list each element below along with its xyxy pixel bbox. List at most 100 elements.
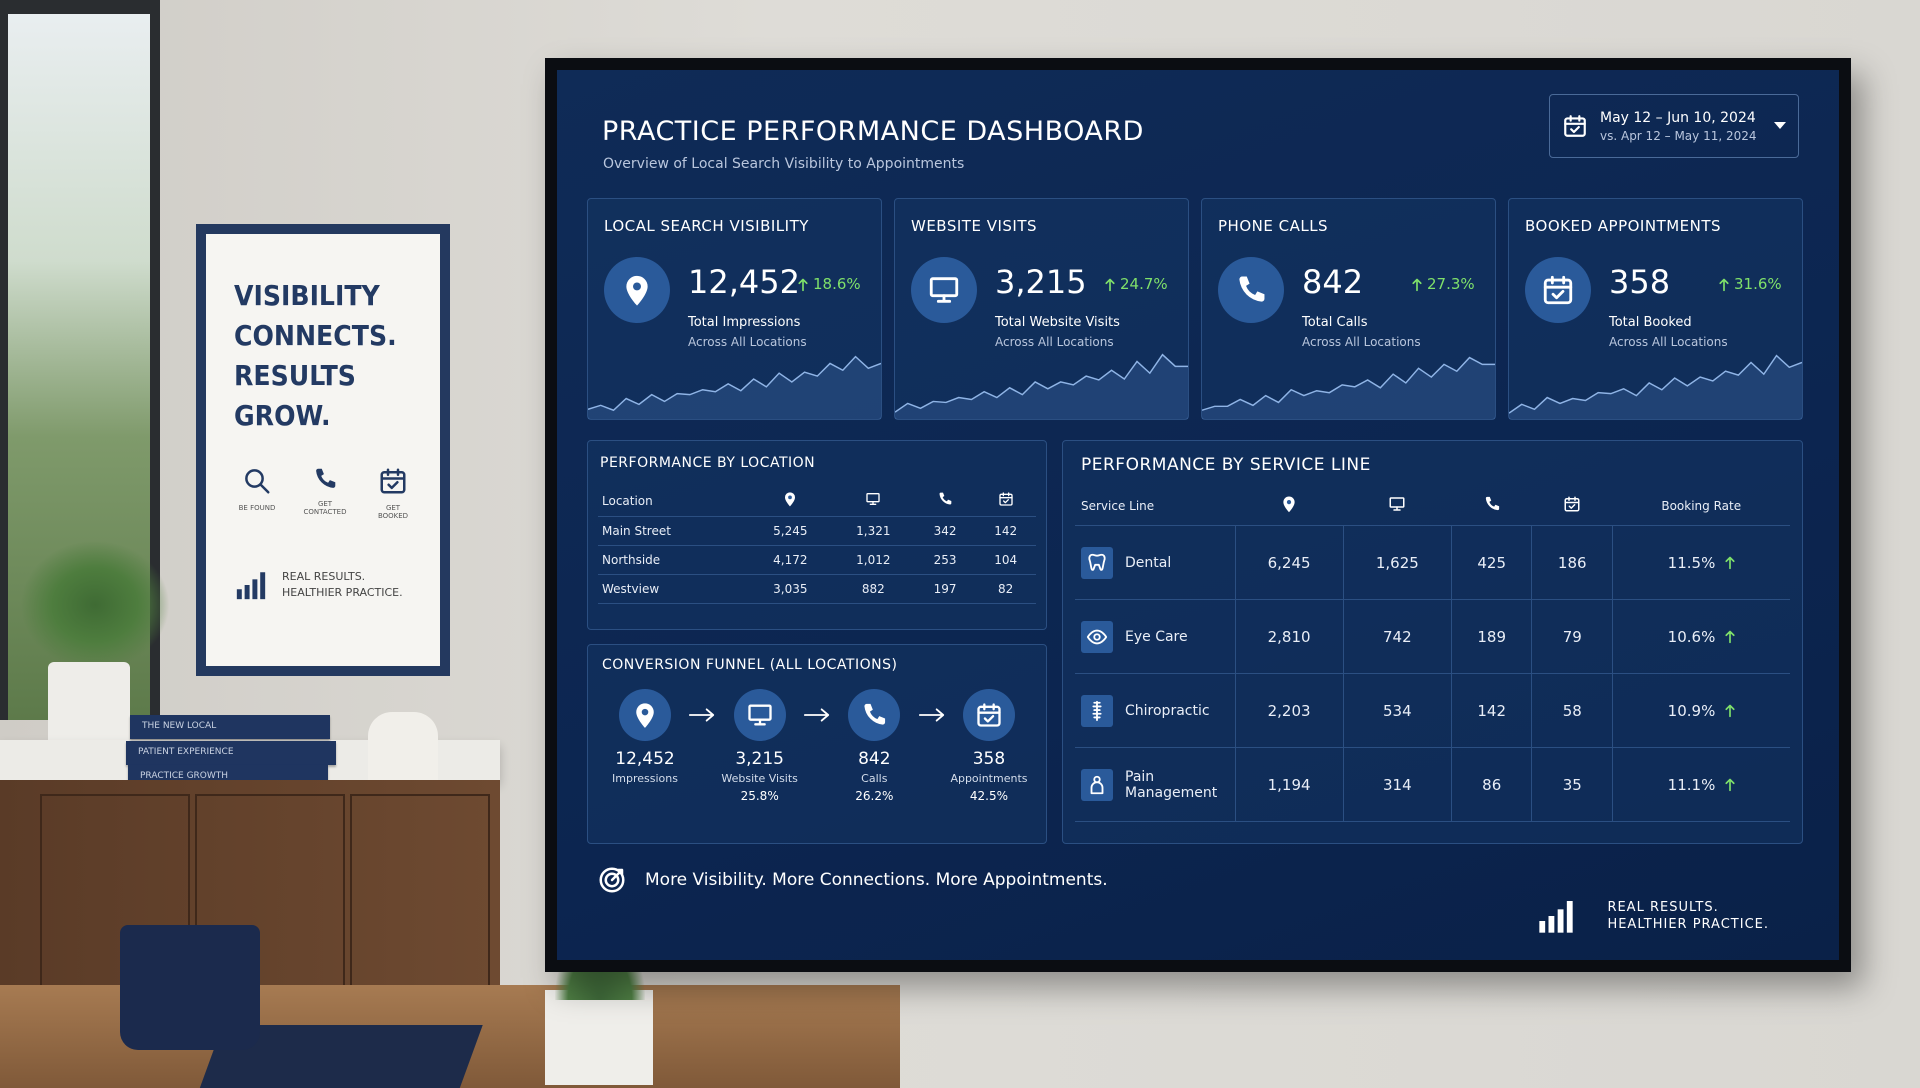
kpi-card: WEBSITE VISITS 3,215 24.7% Total Website Vi… [894,198,1189,420]
icon [1086,700,1108,722]
service-cell: Dental [1075,525,1236,600]
kpi-change: 18.6% [798,275,861,293]
icon [631,701,659,729]
date-range-picker[interactable]: May 12 – Jun 10, 2024 vs. Apr 12 – May 1… [1549,94,1799,158]
table-cell: 58 [1531,673,1613,748]
icon-shape [636,703,654,728]
funnel-value: 12,452 [615,749,675,769]
dashboard-subtitle: Overview of Local Search Visibility to A… [603,156,965,172]
table-header-icon [748,485,832,517]
book: PATIENT EXPERIENCE [126,741,336,765]
table-cell: 186 [1531,525,1613,600]
poster-inner: VISIBILITY CONNECTS. RESULTS GROW. BE FO… [206,234,440,666]
service-icon [1081,768,1113,801]
table-cell: 82 [975,574,1036,604]
icon-shape [805,709,828,720]
table-row: Main Street 5,245 1,321 342 142 [598,516,1036,546]
panel-title: PERFORMANCE BY SERVICE LINE [1081,455,1371,475]
booking-rate-cell: 11.5% [1612,525,1790,600]
table-row: Eye Care 2,810 742 189 79 10.6% [1075,599,1790,674]
kpi-icon [911,257,977,323]
sparkline [1202,356,1495,419]
booking-rate-value: 10.6% [1667,627,1716,646]
service-name: Eye Care [1125,628,1188,645]
table-header-row: Location [598,485,1036,517]
brand-line: REAL RESULTS. [1607,900,1719,915]
poster-icon: GET CONTACTED [302,466,348,520]
booking-rate: 11.1% [1619,776,1784,794]
sparkline-area [895,354,1188,419]
icon-shape [1727,632,1735,643]
kpi-change-value: 31.6% [1734,275,1782,293]
funnel-step: 842 Calls 26.2% [831,689,917,803]
table-cell: 6,245 [1235,525,1344,600]
tv: PRACTICE PERFORMANCE DASHBOARD Overview … [545,58,1851,972]
table-cell: 1,012 [831,545,915,575]
funnel-label: Appointments [950,772,1028,785]
funnel-icon [848,689,901,741]
kpi-icon [1218,257,1284,323]
icon-shape [690,709,713,720]
booking-rate: 10.6% [1619,628,1784,646]
icon-shape [799,279,807,290]
table-cell: 314 [1343,747,1452,822]
booking-rate-cell: 11.1% [1612,747,1790,822]
kpi-value: 3,215 [995,263,1087,301]
table-cell: 104 [975,545,1036,575]
icon-shape [1727,780,1735,791]
icon-shape [1565,497,1579,511]
table-cell: 35 [1531,747,1613,822]
poster-icon-label: GET BOOKED [377,504,409,520]
kpi-sublabel: Across All Locations [1609,335,1728,349]
kpi-label: Total Calls [1302,315,1368,330]
booking-rate-value: 11.1% [1667,775,1716,794]
funnel-label: Website Visits [721,772,798,785]
table-header-icon [1531,487,1613,526]
poster-icon-label: BE FOUND [238,504,276,512]
table-cell: 882 [831,574,915,604]
brand-line: HEALTHIER PRACTICE. [1607,917,1769,932]
icon-shape [867,494,879,505]
icon-shape [785,492,795,506]
footer: More Visibility. More Connections. More … [597,865,1108,895]
table-cell: 742 [1343,599,1452,674]
table-row: Chiropractic 2,203 534 142 58 10.9% [1075,673,1790,748]
icon [1719,277,1729,292]
dropdown-caret [1774,122,1786,129]
sparkline-line [588,355,881,412]
kpi-label: Total Website Visits [995,315,1120,330]
table-header-icon [1343,487,1452,526]
kpi-value: 842 [1302,263,1364,301]
table-cell: 3,035 [748,574,832,604]
booking-rate-cell: 10.6% [1612,599,1790,674]
table-cell: 79 [1531,599,1613,674]
funnel-step: 12,452 Impressions [602,689,688,785]
booking-rate: 10.9% [1619,702,1784,720]
booking-rate-value: 10.9% [1667,701,1716,720]
funnel-label: Impressions [612,772,678,785]
panel-title: PERFORMANCE BY LOCATION [600,455,816,471]
plant-leaves [20,540,170,670]
service-name: Dental [1125,554,1172,571]
icon [242,466,272,496]
table-cell: 342 [914,516,976,546]
table-cell: 2,810 [1235,599,1344,674]
sparkline-area [1202,357,1495,419]
table-header-icon [1451,487,1532,526]
booking-rate: 11.5% [1619,554,1784,572]
icon-shape [1283,497,1294,513]
funnel-rate: 25.8% [740,789,779,803]
poster-tagline: REAL RESULTS. HEALTHIER PRACTICE. [282,569,403,601]
table-cell: 5,245 [748,516,832,546]
poster-icons: BE FOUND GET CONTACTED GET BOOKED [234,466,416,520]
service-cell: Pain Management [1075,747,1236,822]
poster-icon: BE FOUND [234,466,280,520]
funnel-value: 3,215 [735,749,784,769]
kpi-change: 27.3% [1412,275,1475,293]
row-label: Main Street [598,516,749,546]
icon [746,701,774,729]
icon-shape [1089,554,1104,569]
icon [798,277,808,292]
sparkline-area [1509,355,1802,419]
funnel-icon [733,689,786,741]
